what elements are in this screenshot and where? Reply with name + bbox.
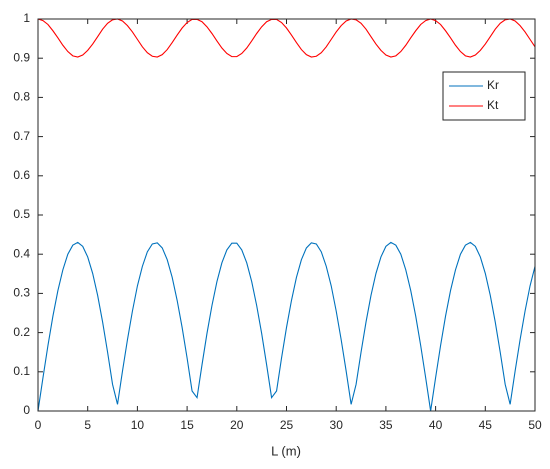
y-tick-label: 0.2 (13, 325, 30, 339)
legend-label: Kt (487, 98, 499, 112)
x-tick-label: 40 (429, 418, 443, 432)
x-tick-label: 0 (35, 418, 42, 432)
x-tick-label: 30 (330, 418, 344, 432)
x-tick-label: 35 (379, 418, 393, 432)
x-axis-label: L (m) (271, 443, 301, 458)
y-tick-label: 0.8 (13, 90, 30, 104)
y-tick-label: 0 (23, 403, 30, 417)
x-tick-label: 10 (131, 418, 145, 432)
y-tick-label: 0.3 (13, 286, 30, 300)
y-tick-label: 0.4 (13, 246, 30, 260)
line-series (37, 18, 536, 58)
legend-label: Kr (487, 78, 499, 92)
x-tick-label: 15 (180, 418, 194, 432)
x-tick-label: 20 (230, 418, 244, 432)
y-tick-label: 1 (23, 11, 30, 25)
legend-box (442, 71, 526, 121)
y-tick-label: 0.9 (13, 50, 30, 64)
x-tick-label: 25 (280, 418, 294, 432)
y-tick-label: 0.5 (13, 207, 30, 221)
y-tick-label: 0.1 (13, 364, 30, 378)
y-tick-label: 0.6 (13, 168, 30, 182)
y-tick-label: 0.7 (13, 129, 30, 143)
line-series (37, 241, 536, 412)
plot-frame (37, 18, 536, 412)
x-tick-label: 50 (528, 418, 542, 432)
x-tick-label: 5 (84, 418, 91, 432)
x-tick-label: 45 (479, 418, 493, 432)
